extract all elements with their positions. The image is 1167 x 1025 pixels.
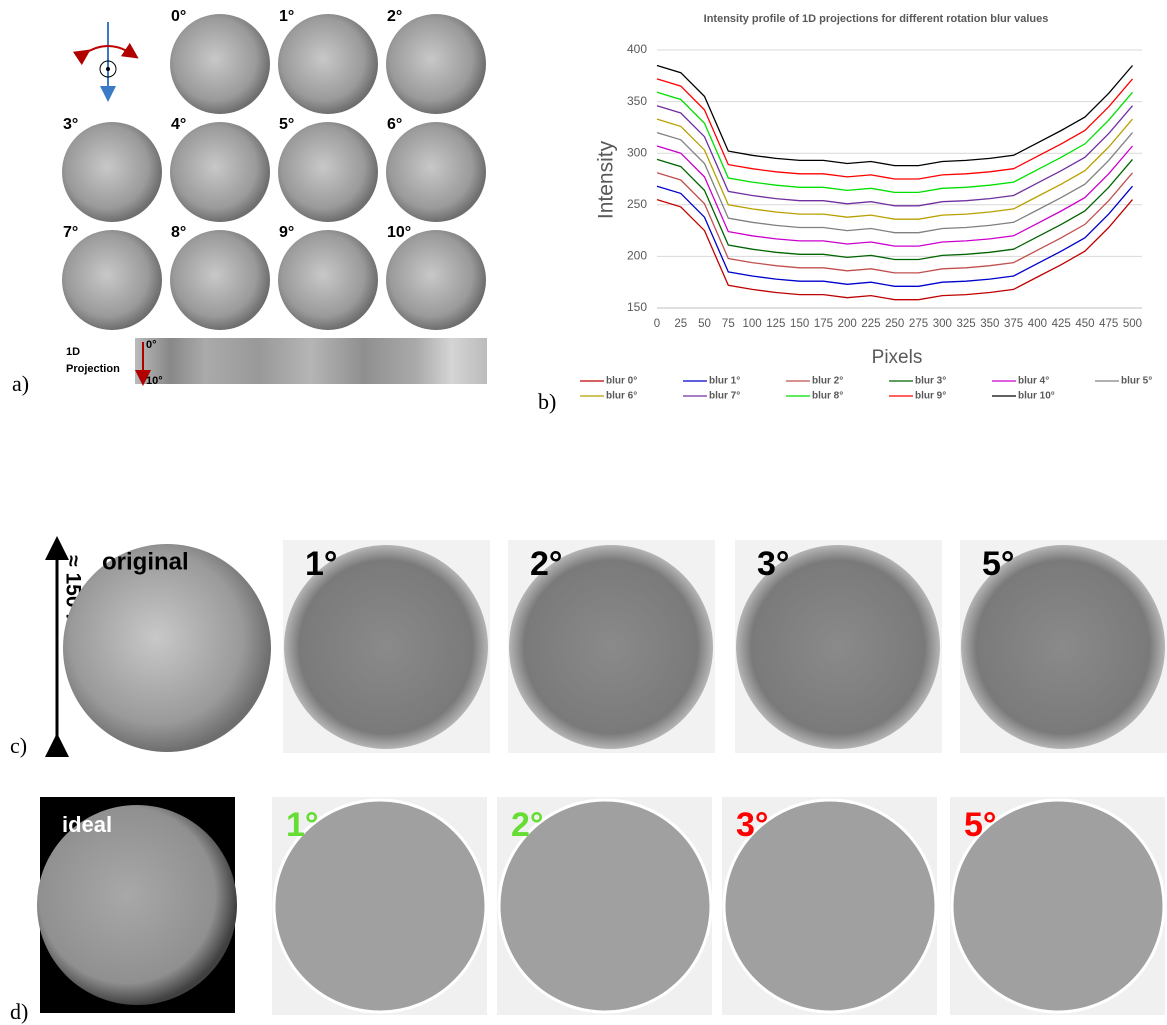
legend-entry: blur 7° xyxy=(709,391,740,402)
data-line xyxy=(657,119,1133,219)
x-tick-label: 350 xyxy=(980,318,999,330)
legend-entry: blur 10° xyxy=(1018,391,1055,402)
y-tick-label: 300 xyxy=(627,145,647,159)
x-tick-label: 500 xyxy=(1123,318,1142,330)
angle-label: 9° xyxy=(279,224,294,241)
projection-strip xyxy=(135,338,487,384)
x-tick-label: 425 xyxy=(1052,318,1071,330)
data-line xyxy=(657,66,1133,166)
projection-start: 0° xyxy=(146,339,157,351)
angle-label: 7° xyxy=(63,224,78,241)
figure: a) 1D Projection 0° 10° b) c) ≈ 150 nm o… xyxy=(0,0,1167,1025)
legend-entry: blur 8° xyxy=(812,391,843,402)
data-line xyxy=(657,133,1133,233)
angle-label: 8° xyxy=(171,224,186,241)
panel-label: b) xyxy=(538,389,556,414)
x-tick-label: 125 xyxy=(766,318,785,330)
y-tick-label: 200 xyxy=(627,249,647,263)
angle-label: 2° xyxy=(387,8,402,25)
x-tick-label: 0 xyxy=(654,318,660,330)
x-tick-label: 450 xyxy=(1075,318,1094,330)
data-line xyxy=(657,146,1133,246)
y-tick-label: 150 xyxy=(627,300,647,314)
x-tick-label: 400 xyxy=(1028,318,1047,330)
x-tick-label: 75 xyxy=(722,318,735,330)
image xyxy=(62,122,162,222)
image xyxy=(278,122,378,222)
x-tick-label: 225 xyxy=(861,318,880,330)
data-line xyxy=(657,159,1133,259)
angle-label: 10° xyxy=(387,224,411,241)
legend-entry: blur 3° xyxy=(915,376,946,387)
angle-label: 5° xyxy=(279,116,294,133)
image xyxy=(278,14,378,114)
image xyxy=(170,230,270,330)
angle-label: 5° xyxy=(964,806,997,844)
data-line xyxy=(657,106,1133,206)
projection-label: Projection xyxy=(66,363,120,375)
x-tick-label: 25 xyxy=(674,318,687,330)
x-tick-label: 175 xyxy=(814,318,833,330)
legend-entry: blur 1° xyxy=(709,376,740,387)
legend-entry: blur 5° xyxy=(1121,376,1152,387)
data-line xyxy=(657,79,1133,179)
image xyxy=(170,14,270,114)
reference-label: ideal xyxy=(62,812,112,837)
y-axis-label: Intensity xyxy=(595,140,618,219)
data-line xyxy=(657,173,1133,273)
x-tick-label: 150 xyxy=(790,318,809,330)
x-tick-label: 300 xyxy=(933,318,952,330)
y-tick-label: 400 xyxy=(627,42,647,56)
rotation-icon xyxy=(84,22,132,94)
angle-label: 0° xyxy=(171,8,186,25)
x-tick-label: 200 xyxy=(838,318,857,330)
x-tick-label: 50 xyxy=(698,318,711,330)
projection-label: 1D xyxy=(66,346,80,358)
image xyxy=(62,230,162,330)
data-line xyxy=(657,200,1133,300)
angle-label: 5° xyxy=(982,545,1015,583)
angle-label: 1° xyxy=(279,8,294,25)
image xyxy=(278,230,378,330)
angle-label: 6° xyxy=(387,116,402,133)
angle-label: 4° xyxy=(171,116,186,133)
image xyxy=(386,122,486,222)
panel-label: a) xyxy=(12,371,29,396)
angle-label: 2° xyxy=(511,806,544,844)
x-axis-label: Pixels xyxy=(872,347,923,368)
panel-label: d) xyxy=(10,999,28,1024)
legend-entry: blur 6° xyxy=(606,391,637,402)
x-tick-label: 250 xyxy=(885,318,904,330)
legend-entry: blur 4° xyxy=(1018,376,1049,387)
chart-title: Intensity profile of 1D projections for … xyxy=(704,13,1049,25)
x-tick-label: 375 xyxy=(1004,318,1023,330)
y-tick-label: 350 xyxy=(627,94,647,108)
angle-label: 3° xyxy=(736,806,769,844)
x-tick-label: 275 xyxy=(909,318,928,330)
angle-label: 2° xyxy=(530,545,563,583)
x-tick-label: 100 xyxy=(743,318,762,330)
data-line xyxy=(657,186,1133,286)
x-tick-label: 475 xyxy=(1099,318,1118,330)
image xyxy=(386,14,486,114)
angle-label: 1° xyxy=(286,806,319,844)
angle-label: 3° xyxy=(63,116,78,133)
x-tick-label: 325 xyxy=(956,318,975,330)
reference-label: original xyxy=(102,548,189,575)
projection-end: 10° xyxy=(146,375,163,387)
data-line xyxy=(657,92,1133,192)
angle-label: 1° xyxy=(305,545,338,583)
image xyxy=(170,122,270,222)
angle-label: 3° xyxy=(757,545,790,583)
image xyxy=(386,230,486,330)
y-tick-label: 250 xyxy=(627,197,647,211)
legend-entry: blur 9° xyxy=(915,391,946,402)
panel-label: c) xyxy=(10,733,27,758)
legend-entry: blur 2° xyxy=(812,376,843,387)
legend-entry: blur 0° xyxy=(606,376,637,387)
